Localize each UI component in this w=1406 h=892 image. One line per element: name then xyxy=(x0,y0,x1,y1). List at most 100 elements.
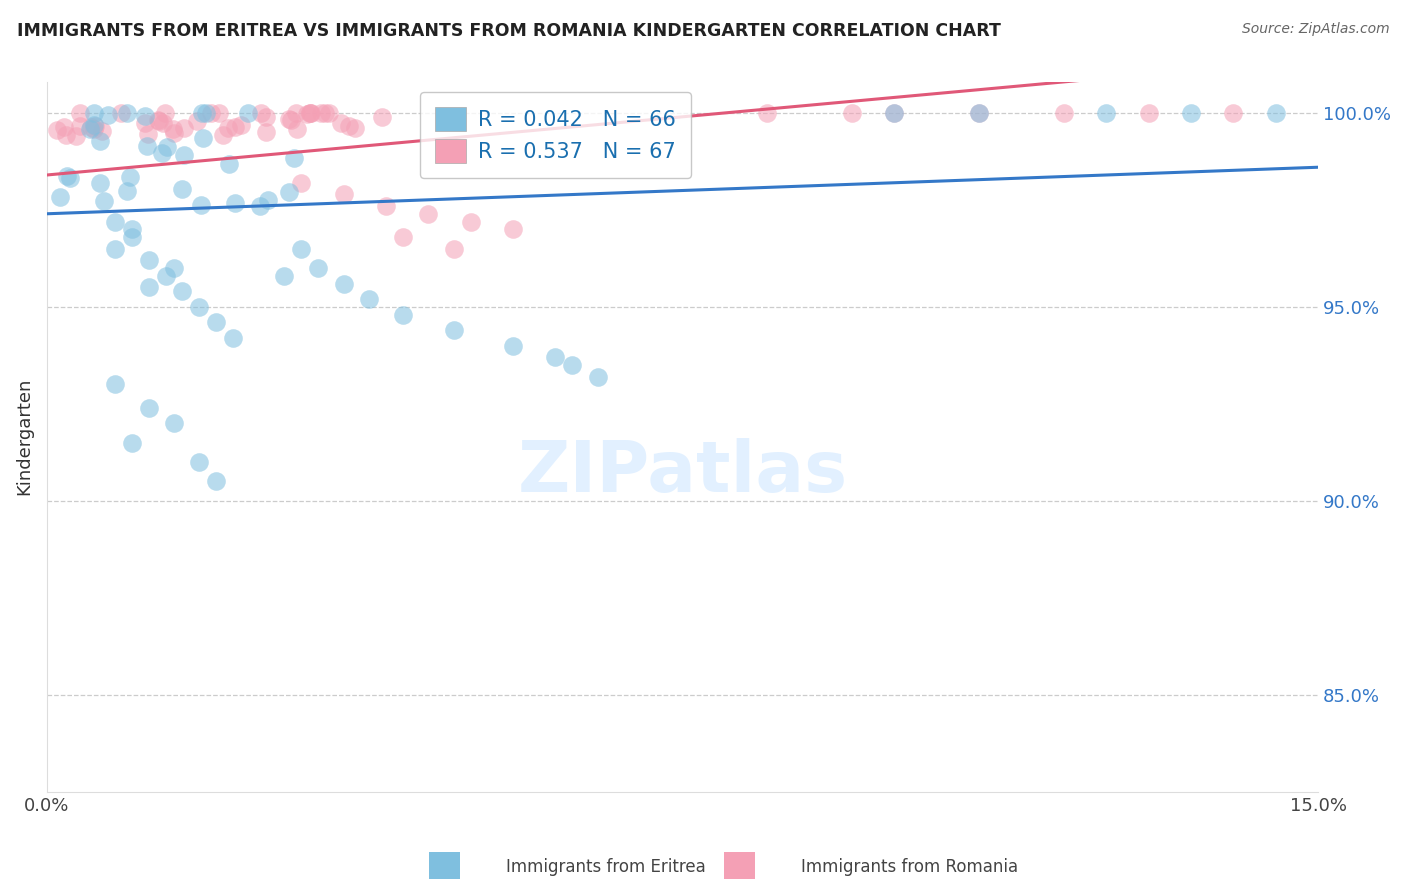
Point xyxy=(250,106,273,120)
Point xyxy=(188,455,211,469)
Point xyxy=(148,113,170,128)
Point xyxy=(502,222,524,236)
Point xyxy=(69,106,91,120)
Point xyxy=(69,120,91,134)
Point xyxy=(967,106,990,120)
Point xyxy=(163,126,186,140)
Point xyxy=(49,190,72,204)
Point xyxy=(52,120,75,134)
Point xyxy=(443,242,465,256)
Point xyxy=(370,110,392,124)
Point xyxy=(115,184,138,198)
Point xyxy=(278,112,301,127)
Point xyxy=(194,106,217,120)
Point xyxy=(83,106,105,120)
Point xyxy=(188,300,211,314)
Point xyxy=(392,308,415,322)
Point xyxy=(138,253,160,268)
Point xyxy=(1053,106,1076,120)
Point xyxy=(120,170,142,185)
Point xyxy=(229,118,252,132)
Point xyxy=(200,106,222,120)
Point xyxy=(134,109,156,123)
Point xyxy=(967,106,990,120)
Point xyxy=(83,118,105,132)
Point xyxy=(344,120,367,135)
Text: IMMIGRANTS FROM ERITREA VS IMMIGRANTS FROM ROMANIA KINDERGARTEN CORRELATION CHAR: IMMIGRANTS FROM ERITREA VS IMMIGRANTS FR… xyxy=(17,22,1001,40)
Point xyxy=(173,121,195,136)
Point xyxy=(65,128,87,143)
Point xyxy=(121,222,143,236)
Point xyxy=(207,106,229,120)
Point xyxy=(172,285,194,299)
Point xyxy=(93,194,115,208)
Point xyxy=(222,331,245,345)
Point xyxy=(191,106,214,120)
Point xyxy=(162,122,184,136)
Point xyxy=(96,108,118,122)
Point xyxy=(318,106,340,120)
Point xyxy=(115,106,138,120)
Point xyxy=(883,106,905,120)
Point xyxy=(186,113,208,128)
Point xyxy=(155,268,177,283)
Point xyxy=(80,120,103,135)
Point xyxy=(374,199,396,213)
Point xyxy=(502,339,524,353)
Point xyxy=(1180,106,1202,120)
Point xyxy=(146,113,169,128)
Point xyxy=(212,128,235,142)
Point xyxy=(337,119,360,133)
Point xyxy=(104,242,127,256)
Point xyxy=(460,214,482,228)
Text: ZIPatlas: ZIPatlas xyxy=(517,438,848,507)
Point xyxy=(307,261,329,276)
Point xyxy=(283,151,305,165)
Point xyxy=(217,121,239,136)
Point xyxy=(290,176,312,190)
Point xyxy=(83,122,105,136)
Point xyxy=(191,131,214,145)
Point xyxy=(163,416,186,430)
Point xyxy=(332,277,354,291)
Point xyxy=(418,207,440,221)
Legend: R = 0.042   N = 66, R = 0.537   N = 67: R = 0.042 N = 66, R = 0.537 N = 67 xyxy=(420,92,690,178)
Point xyxy=(1095,106,1118,120)
Point xyxy=(238,106,260,120)
Point xyxy=(205,315,228,329)
Point xyxy=(163,261,186,276)
Point xyxy=(138,280,160,294)
Point xyxy=(332,187,354,202)
Point xyxy=(285,106,308,120)
Point xyxy=(278,185,301,199)
Point xyxy=(392,230,415,244)
Point xyxy=(138,401,160,415)
Point xyxy=(83,119,105,133)
Point xyxy=(254,126,277,140)
Point xyxy=(1264,106,1286,120)
Point xyxy=(544,351,567,365)
Point xyxy=(273,268,295,283)
Point xyxy=(299,106,322,120)
Point xyxy=(153,106,176,120)
Point xyxy=(156,140,179,154)
Point xyxy=(290,242,312,256)
Point xyxy=(104,377,127,392)
Point xyxy=(55,169,77,183)
Point xyxy=(841,106,863,120)
Point xyxy=(170,182,193,196)
Point xyxy=(224,196,246,211)
Text: Source: ZipAtlas.com: Source: ZipAtlas.com xyxy=(1241,22,1389,37)
Point xyxy=(152,116,174,130)
Point xyxy=(46,123,69,137)
Point xyxy=(254,110,277,124)
Y-axis label: Kindergarten: Kindergarten xyxy=(15,378,32,495)
Point xyxy=(121,230,143,244)
Point xyxy=(249,199,271,213)
Point xyxy=(110,106,132,120)
Point xyxy=(91,124,114,138)
Point xyxy=(756,106,779,120)
Point xyxy=(173,148,195,162)
Point xyxy=(299,106,322,120)
Point xyxy=(79,121,101,136)
